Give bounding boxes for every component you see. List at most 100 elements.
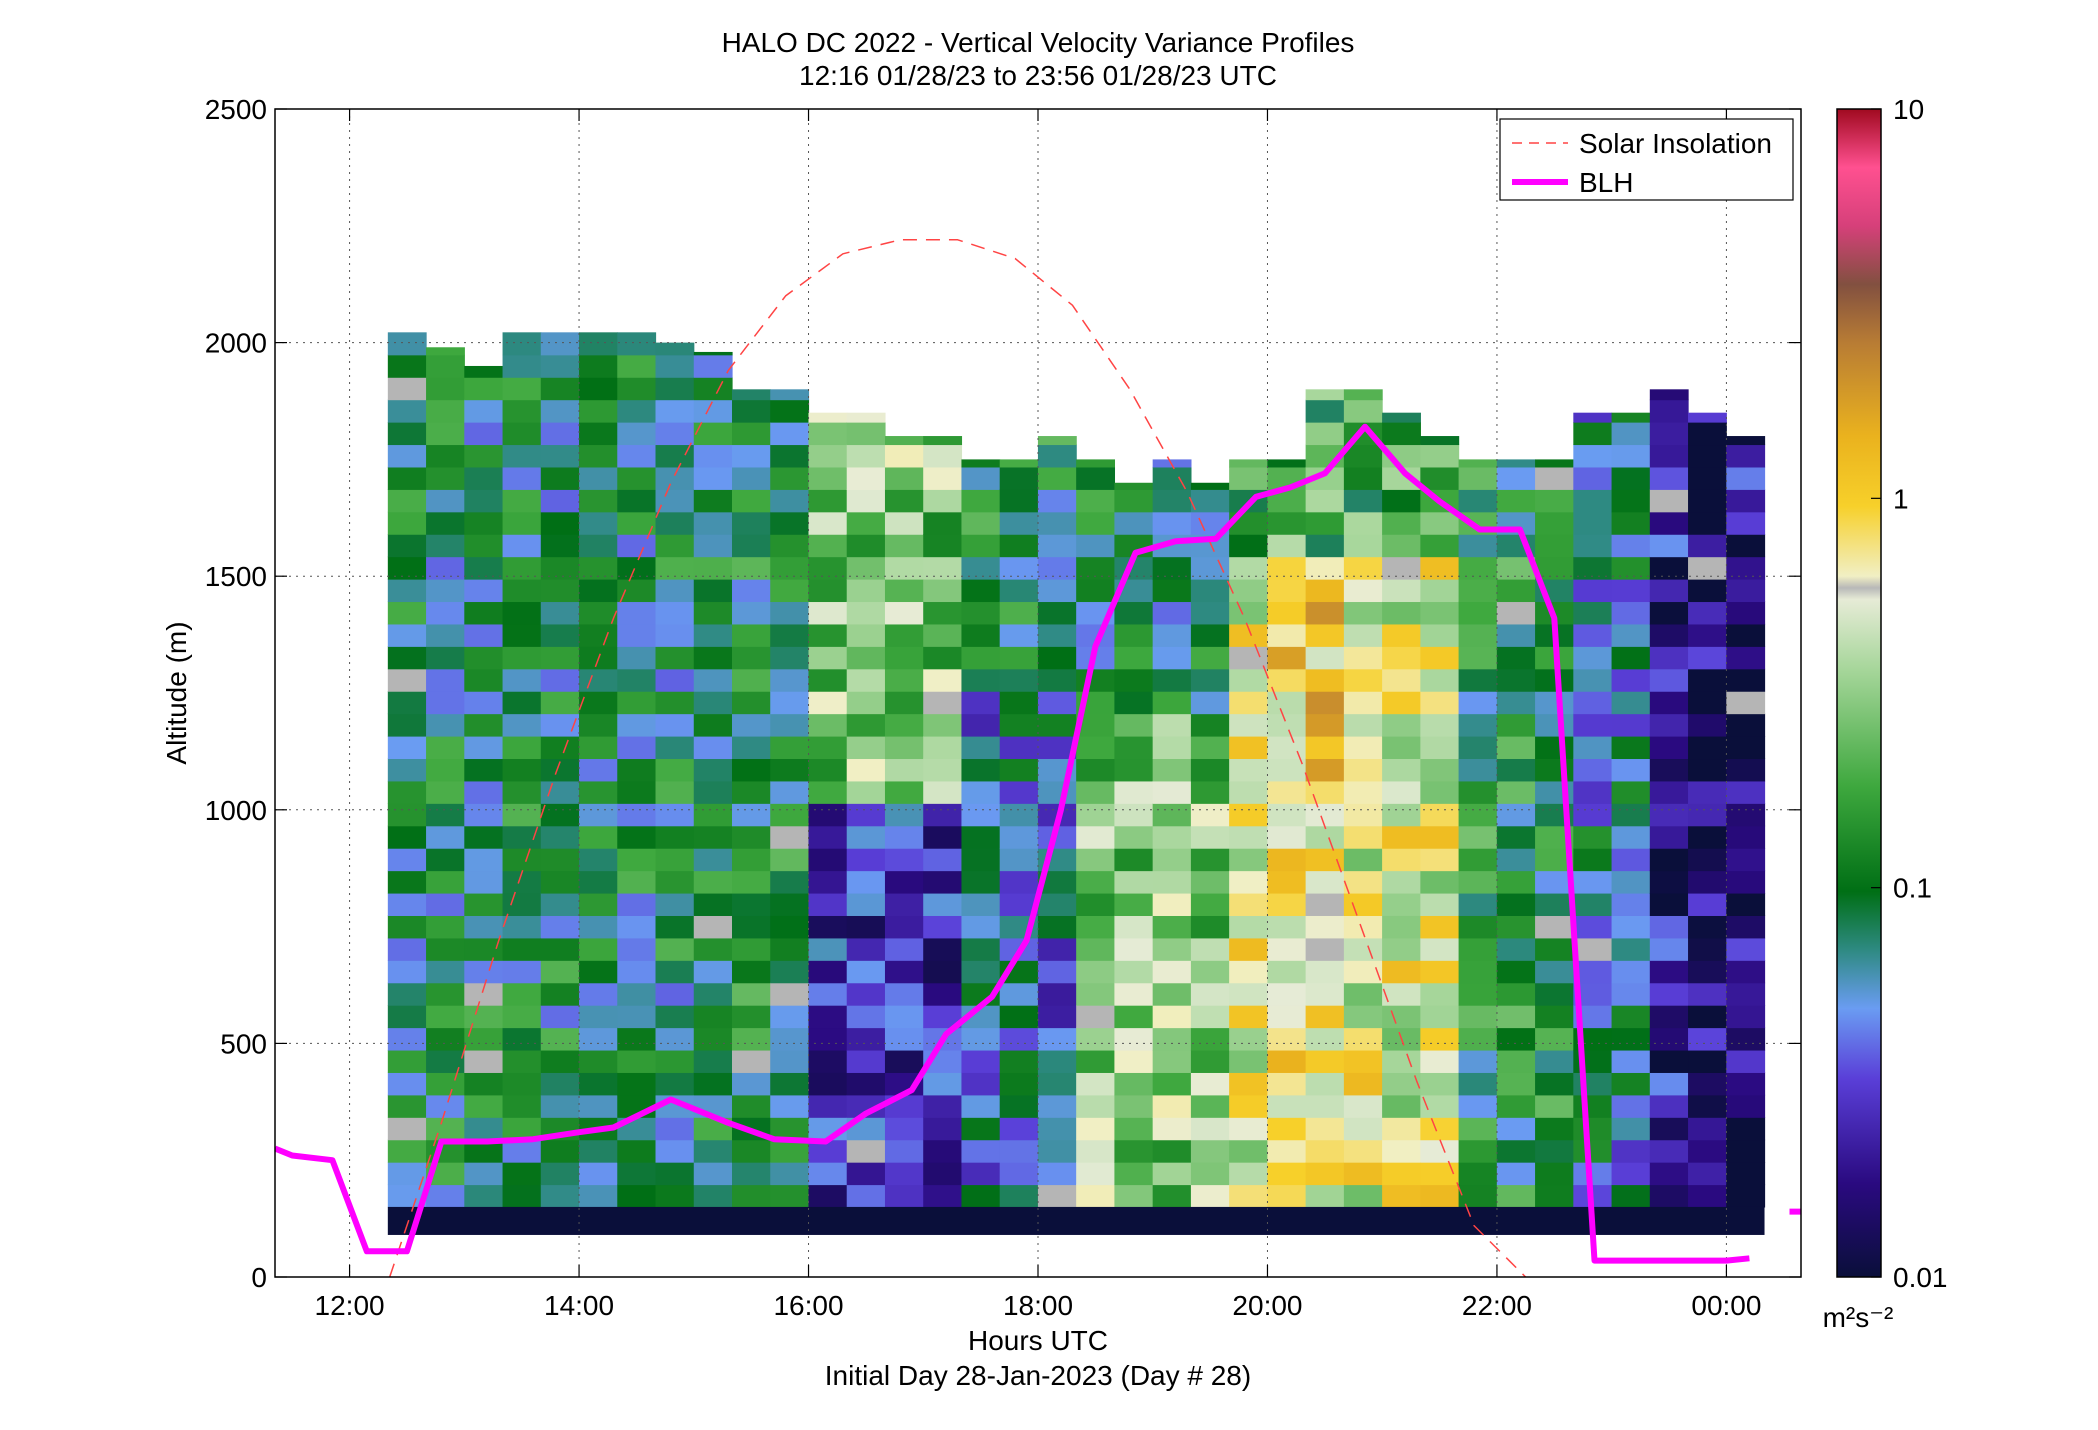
- heatmap-cell: [770, 389, 810, 401]
- heatmap-cell: [1037, 780, 1077, 804]
- heatmap-cell: [464, 892, 504, 916]
- heatmap-cell: [1611, 556, 1651, 580]
- heatmap-cell: [617, 982, 657, 1006]
- chart-title-line2: 12:16 01/28/23 to 23:56 01/28/23 UTC: [799, 60, 1277, 91]
- heatmap-cell: [1649, 579, 1689, 603]
- heatmap-cell: [1114, 1072, 1154, 1096]
- heatmap-cell: [1037, 1139, 1077, 1163]
- heatmap-cell: [579, 668, 618, 692]
- heatmap-cell: [579, 1005, 618, 1029]
- heatmap-cell: [1152, 1072, 1192, 1096]
- heatmap-cell: [1267, 459, 1307, 468]
- heatmap-cell: [426, 870, 465, 894]
- heatmap-cell: [1649, 1049, 1689, 1073]
- heatmap-cell: [1114, 623, 1154, 647]
- heatmap-cell: [1305, 1027, 1345, 1051]
- heatmap-cell: [387, 1162, 427, 1186]
- heatmap-cell: [732, 735, 771, 760]
- heatmap-cell: [1688, 534, 1727, 558]
- heatmap-cell: [579, 1072, 618, 1096]
- heatmap-cell: [961, 691, 1001, 715]
- heatmap-cell: [1229, 870, 1268, 894]
- heatmap-cell: [579, 915, 618, 939]
- heatmap-cell: [999, 1027, 1039, 1051]
- heatmap-cell: [1114, 511, 1154, 535]
- heatmap-cell: [579, 825, 618, 849]
- colorbar-tick-label: 1: [1893, 483, 1909, 514]
- x-tick-label: 20:00: [1232, 1290, 1302, 1321]
- heatmap-cell: [1190, 1184, 1230, 1208]
- heatmap-cell: [1573, 646, 1613, 670]
- legend-blh-label: BLH: [1579, 167, 1633, 198]
- heatmap-cell: [693, 601, 733, 625]
- heatmap-cell: [884, 556, 924, 580]
- y-tick-label: 1500: [205, 561, 267, 592]
- heatmap-cell: [1535, 459, 1574, 468]
- heatmap-cell: [693, 511, 733, 535]
- heatmap-cell: [579, 354, 618, 378]
- heatmap-cell: [387, 870, 427, 894]
- heatmap-cell: [1382, 466, 1421, 490]
- heatmap-cell: [961, 1139, 1001, 1163]
- heatmap-cell: [426, 937, 465, 961]
- heatmap-cell: [1649, 803, 1689, 827]
- heatmap-cell: [923, 556, 963, 580]
- heatmap-cell: [1535, 1072, 1574, 1096]
- heatmap-cell: [426, 982, 465, 1006]
- blh-line: [275, 423, 1750, 1264]
- heatmap-cell: [617, 1162, 657, 1186]
- heatmap-cell: [1152, 1049, 1192, 1073]
- heatmap-cell: [1726, 1049, 1766, 1073]
- heatmap-cell: [655, 579, 695, 603]
- heatmap-cell: [961, 713, 1001, 737]
- heatmap-cell: [923, 1072, 963, 1096]
- heatmap-cell: [1688, 1117, 1727, 1141]
- heatmap-cell: [1496, 489, 1536, 513]
- heatmap-cell: [1420, 1072, 1460, 1096]
- heatmap-cell: [808, 579, 848, 603]
- heatmap-cell: [1267, 1162, 1307, 1186]
- heatmap-cell: [1037, 713, 1077, 737]
- heatmap-cell: [732, 982, 771, 1006]
- heatmap-cell: [770, 691, 810, 715]
- heatmap-cell: [426, 556, 465, 580]
- heatmap-cell: [502, 937, 542, 961]
- heatmap-cell: [1649, 937, 1689, 961]
- heatmap-cell: [1420, 1117, 1460, 1141]
- heatmap-cell: [732, 399, 771, 423]
- heatmap-cell: [999, 892, 1039, 916]
- heatmap-cell: [1573, 1072, 1613, 1096]
- legend: Solar Insolation BLH: [1499, 118, 1794, 201]
- heatmap-cell: [1496, 579, 1536, 603]
- heatmap-cell: [770, 870, 810, 894]
- heatmap-cell: [617, 1139, 657, 1163]
- heatmap-cell: [1496, 1184, 1536, 1208]
- heatmap-cell: [693, 982, 733, 1006]
- heatmap-cell: [1382, 937, 1421, 961]
- heatmap-cell: [1496, 803, 1536, 827]
- heatmap-cell: [1496, 1005, 1536, 1029]
- heatmap-cell: [1726, 668, 1766, 692]
- heatmap-cell: [846, 623, 886, 647]
- heatmap-cell: [1152, 1162, 1192, 1186]
- heatmap-cell: [1190, 937, 1230, 961]
- heatmap-cell: [999, 691, 1039, 715]
- heatmap-cell: [884, 1162, 924, 1186]
- heatmap-cell: [464, 579, 504, 603]
- heatmap-cell: [923, 870, 963, 894]
- heatmap-cell: [1076, 579, 1116, 603]
- heatmap-cell: [1573, 466, 1613, 490]
- heatmap-cell: [1611, 511, 1651, 535]
- heatmap-cell: [1267, 803, 1307, 827]
- heatmap-cell: [999, 646, 1039, 670]
- heatmap-cell: [923, 601, 963, 625]
- heatmap-cell: [540, 601, 580, 625]
- heatmap-cell: [1726, 691, 1766, 715]
- heatmap-cell: [846, 848, 886, 872]
- heatmap-cell: [1152, 825, 1192, 849]
- heatmap-cell: [1458, 803, 1498, 827]
- heatmap-cell: [1573, 1117, 1613, 1141]
- heatmap-cell: [1114, 825, 1154, 849]
- heatmap-cell: [464, 1005, 504, 1029]
- heatmap-cell: [1688, 579, 1727, 603]
